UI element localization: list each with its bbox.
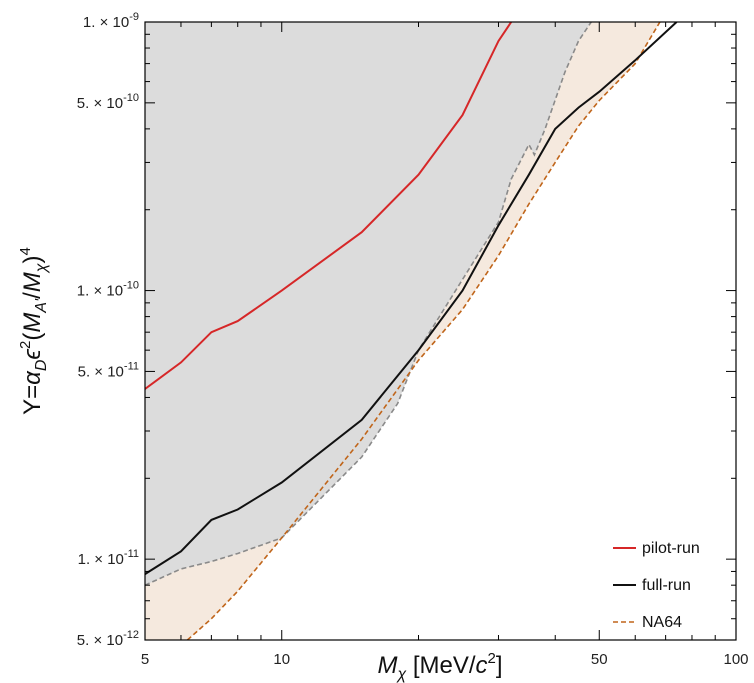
y-tick-label: 5. × 10-12 [77,629,139,649]
y-tick-label: 5. × 10-11 [78,360,139,380]
legend-label-full-run: full-run [642,577,691,594]
x-axis-title: Mχ [MeV/c2] [377,650,502,683]
grey-excluded-region [145,22,592,586]
plot-frame [144,21,737,641]
legend-label-pilot-run: pilot-run [642,540,700,557]
y-tick-label: 5. × 10-10 [77,92,139,112]
legend: pilot-run full-run NA64 [613,540,700,631]
y-tick-label: 1. × 10-11 [78,548,139,568]
x-tick-label: 50 [591,651,608,668]
y-axis: 5. × 10-12 1. × 10-11 5. × 10-11 1. × 10-10… [77,11,736,649]
legend-label-na64: NA64 [642,614,682,631]
series-layer [145,22,678,640]
grey-region-boundary-line [145,22,592,586]
full-run-line [145,22,678,575]
y-axis-title: Y=αDϵ2(MA'/Mχ)4 [17,247,50,415]
na64-line [186,22,661,640]
legend-item-na64: NA64 [613,614,682,631]
y-tick-label: 1. × 10-10 [77,280,139,300]
regions [145,22,660,640]
x-tick-label: 10 [273,651,290,668]
legend-item-pilot-run: pilot-run [613,540,700,557]
legend-item-full-run: full-run [613,577,691,594]
x-tick-label: 100 [723,651,748,668]
y-tick-label: 1. × 10-9 [83,11,139,31]
pilot-run-line [145,22,513,390]
x-axis: 5 10 50 100 [141,22,749,668]
x-tick-label: 5 [141,651,149,668]
